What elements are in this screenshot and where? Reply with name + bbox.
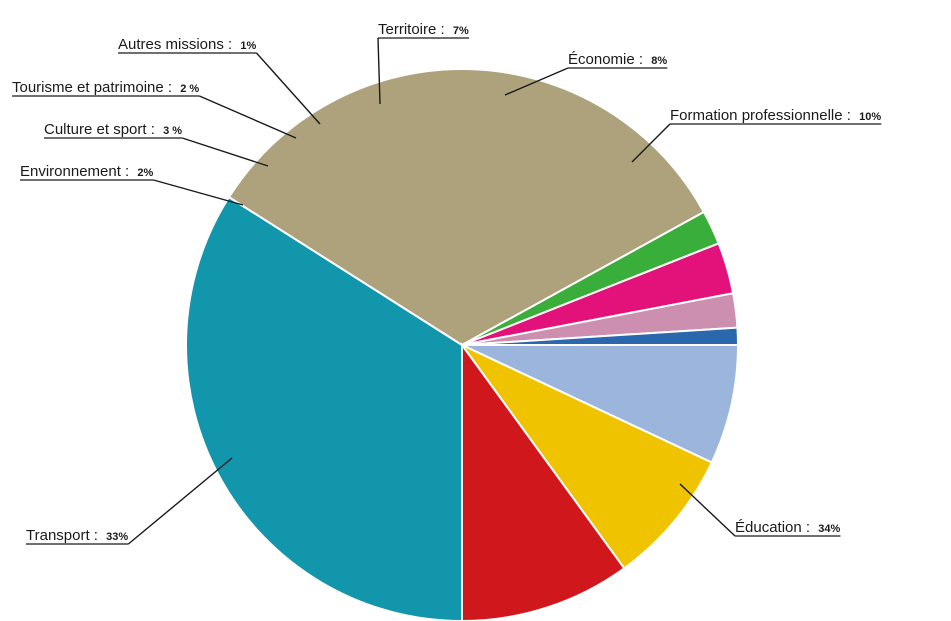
slice-label-name: Formation professionnelle : bbox=[670, 107, 855, 124]
label-leader-line bbox=[679, 483, 736, 537]
slice-label-value: 2 % bbox=[180, 83, 199, 95]
slice-label-value: 10% bbox=[859, 111, 881, 123]
slice-label-2: Environnement : 2% bbox=[20, 163, 244, 206]
slice-label-text: Culture et sport : 3 % bbox=[44, 121, 182, 138]
label-leader-line bbox=[182, 137, 269, 167]
slice-label-value: 1% bbox=[240, 40, 256, 52]
slice-label-value: 33% bbox=[106, 531, 128, 543]
label-leader-line bbox=[255, 52, 321, 125]
slice-label-text: Tourisme et patrimoine : 2 % bbox=[12, 79, 199, 96]
pie-slice-7 bbox=[461, 344, 714, 570]
slice-label-text: Transport : 33% bbox=[26, 527, 128, 544]
label-leader-line bbox=[199, 95, 297, 139]
slice-label-name: Éducation : bbox=[735, 519, 814, 536]
pie-slice-0 bbox=[185, 195, 463, 621]
slice-label-text: Autres missions : 1% bbox=[118, 36, 256, 53]
slice-label-value: 7% bbox=[453, 25, 469, 37]
slice-label-value: 2% bbox=[137, 167, 153, 179]
slice-label-text: Formation professionnelle : 10% bbox=[670, 107, 881, 124]
pie-slice-6 bbox=[461, 344, 740, 464]
slice-label-text: Éducation : 34% bbox=[735, 519, 840, 536]
slice-label-8: Formation professionnelle : 10% bbox=[631, 107, 882, 163]
slice-label-value: 3 % bbox=[163, 125, 182, 137]
slice-label-3: Culture et sport : 3 % bbox=[44, 121, 269, 167]
slice-label-name: Autres missions : bbox=[118, 36, 236, 53]
slice-label-name: Économie : bbox=[568, 51, 647, 68]
slice-label-5: Autres missions : 1% bbox=[118, 36, 321, 125]
label-leader-line bbox=[153, 179, 244, 206]
slice-label-1: Transport : 33% bbox=[26, 457, 233, 545]
label-leader-line bbox=[127, 457, 233, 545]
slice-label-name: Transport : bbox=[26, 527, 102, 544]
pie-slices bbox=[185, 68, 740, 621]
slice-label-name: Environnement : bbox=[20, 163, 133, 180]
slice-label-7: Économie : 8% bbox=[504, 51, 668, 96]
slice-label-name: Territoire : bbox=[378, 21, 449, 38]
slice-label-value: 34% bbox=[818, 523, 840, 535]
slice-label-4: Tourisme et patrimoine : 2 % bbox=[12, 79, 297, 139]
slice-label-text: Territoire : 7% bbox=[378, 21, 469, 38]
slice-label-text: Économie : 8% bbox=[568, 51, 667, 68]
label-leader-line bbox=[377, 37, 381, 105]
slice-label-name: Tourisme et patrimoine : bbox=[12, 79, 176, 96]
slice-label-name: Culture et sport : bbox=[44, 121, 159, 138]
pie-labels: Éducation : 34% Transport : 33% Environnem… bbox=[12, 21, 882, 545]
slice-label-0: Éducation : 34% bbox=[679, 483, 841, 537]
slice-label-value: 8% bbox=[651, 55, 667, 67]
pie-slice-1 bbox=[227, 68, 706, 347]
label-leader-line bbox=[504, 67, 569, 96]
label-leader-line bbox=[631, 123, 671, 163]
slice-label-6: Territoire : 7% bbox=[377, 21, 469, 105]
slice-label-text: Environnement : 2% bbox=[20, 163, 154, 180]
